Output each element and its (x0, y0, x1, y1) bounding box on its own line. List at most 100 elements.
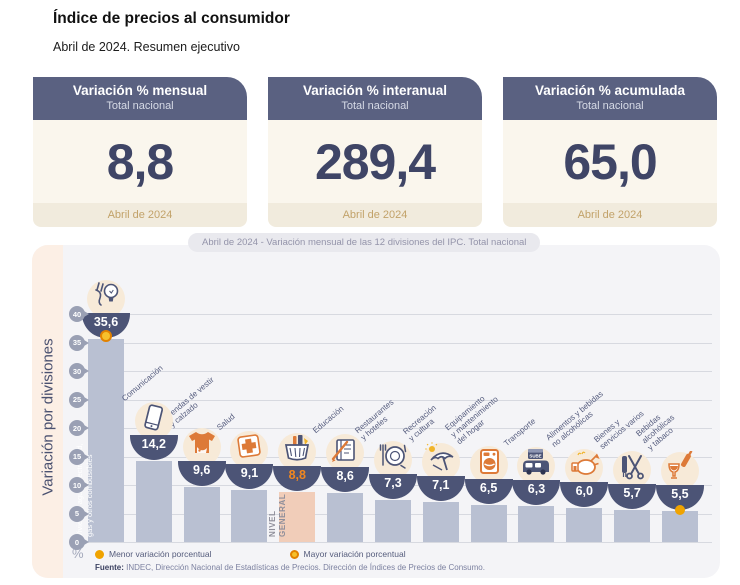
legend-item-mayor: Mayor variación porcentual (289, 549, 406, 559)
bar-badge: 8,8 (273, 432, 322, 491)
kpi-card-body: 65,0 (503, 120, 717, 203)
y-axis-strip: Variación por divisiones (32, 245, 63, 578)
bar-label: Educación (311, 403, 346, 435)
page-title: Índice de precios al consumidor (53, 10, 290, 27)
svg-text:SUBE: SUBE (530, 453, 542, 458)
kpi-card-subtitle: Total nacional (341, 100, 409, 113)
bar-column (518, 506, 555, 542)
bar-value: 6,0 (575, 483, 593, 498)
chart-title: Abril de 2024 - Variación mensual de las… (188, 233, 541, 252)
bar-value: 7,3 (384, 476, 402, 491)
badge-bowl: 7,3 (368, 474, 417, 500)
bar-badge: 7,1 (416, 442, 465, 501)
badge-bowl: 6,5 (464, 478, 513, 504)
bar-label: Comunicación (119, 363, 165, 403)
badge-bowl: 5,7 (608, 483, 657, 509)
source-note: Fuente: INDEC, Dirección Nacional de Est… (95, 563, 485, 572)
bar-value: 6,3 (527, 482, 546, 497)
grid-line (88, 371, 712, 372)
bar-badge: 5,5 (655, 450, 704, 510)
y-axis-tick: 40 (69, 306, 89, 322)
badge-bowl: 9,1 (225, 464, 274, 490)
y-axis-tick: 30 (69, 363, 89, 379)
bar-badge: 5,7 (608, 450, 657, 509)
bar-badge: 8,6 (321, 433, 370, 492)
bar-column (661, 510, 698, 542)
badge-halo (660, 451, 699, 490)
bar-column (470, 504, 507, 542)
kpi-value: 8,8 (106, 133, 175, 190)
kpi-card-header: Variación % acumulada Total nacional (503, 77, 717, 120)
bar-value: 5,7 (623, 485, 641, 500)
mayor-variacion-dot-icon (100, 330, 112, 343)
grid-line (88, 314, 712, 315)
y-axis-tick: 15 (69, 448, 89, 465)
badge-bowl: 7,1 (416, 475, 465, 501)
badge-halo (421, 442, 460, 481)
bar-value: 8,6 (336, 468, 354, 483)
bar-value: 9,1 (240, 466, 259, 481)
legend-label: Mayor variación porcentual (303, 549, 406, 559)
kpi-value: 65,0 (563, 133, 657, 190)
kpi-card-header: Variación % mensual Total nacional (33, 77, 247, 120)
bar-column (231, 490, 268, 542)
solid-dot-icon (95, 549, 104, 559)
kpi-value: 289,4 (314, 133, 436, 190)
y-axis-tick: 25 (69, 391, 89, 408)
kpi-card-title: Variación % acumulada (534, 83, 686, 99)
kpi-card-body: 289,4 (268, 120, 482, 203)
kpi-card-body: 8,8 (33, 120, 247, 203)
kpi-period: Abril de 2024 (503, 203, 717, 227)
bar-badge: 6,0 (560, 448, 609, 507)
badge-bowl: 8,8 (273, 465, 322, 491)
page-subtitle: Abril de 2024. Resumen ejecutivo (53, 40, 240, 54)
badge-bowl: 14,2 (129, 435, 178, 461)
bar-badge: 6,5 (464, 445, 513, 504)
kpi-card-subtitle: Total nacional (106, 100, 174, 113)
grid-line (88, 428, 712, 429)
bar-column (374, 500, 411, 542)
bar-column (566, 507, 603, 542)
kpi-period: Abril de 2024 (33, 203, 247, 227)
bar-value: 8,8 (288, 467, 306, 482)
bar-column (135, 461, 172, 542)
bar-value: 7,1 (432, 477, 450, 492)
chart-panel: Variación por divisiones % 0 5 10 15 20 25 30 3… (32, 245, 720, 578)
menor-variacion-dot-icon (674, 504, 685, 515)
badge-bowl: 6,0 (560, 481, 609, 507)
bar-value: 14,2 (141, 437, 166, 452)
bar-column (327, 492, 364, 542)
bar-value: 5,5 (671, 486, 689, 501)
bar-label: Equipamiento y mantenimiento del hogar (442, 394, 500, 447)
badge-bowl: 6,3 (512, 480, 561, 506)
kpi-card-title: Variación % mensual (72, 83, 208, 99)
bar-badge: 7,3 (368, 440, 417, 500)
kpi-card-interanual: Variación % interanual Total nacional 28… (268, 77, 482, 227)
y-axis-tick: 35 (69, 334, 89, 351)
source-text: INDEC, Dirección Nacional de Estadística… (123, 563, 485, 572)
legend-item-menor: Menor variación porcentual (95, 549, 212, 559)
bar-column (422, 501, 459, 542)
y-axis-tick: 20 (69, 420, 89, 436)
kpi-card-header: Variación % interanual Total nacional (268, 77, 482, 120)
kpi-cards-row: Variación % mensual Total nacional 8,8 A… (33, 77, 719, 227)
kpi-card-title: Variación % interanual (302, 83, 448, 99)
grid-line (88, 399, 712, 401)
badge-bowl: 8,6 (321, 466, 370, 492)
badge-bowl: 9,6 (177, 461, 226, 487)
y-axis-label: Variación por divisiones (39, 338, 57, 496)
bar-column (279, 491, 316, 542)
bar-label: Transporte (502, 416, 538, 448)
bar-column (614, 509, 651, 542)
bar-column (183, 487, 220, 542)
grid-line (88, 342, 712, 344)
ring-dot-icon (289, 549, 299, 559)
y-axis-tick: 5 (69, 505, 89, 522)
legend-label: Menor variación porcentual (109, 549, 212, 559)
kpi-card-mensual: Variación % mensual Total nacional 8,8 A… (33, 77, 247, 227)
bar-badge: 9,6 (177, 427, 226, 487)
badge-halo (613, 450, 652, 489)
chart-legend: Menor variación porcentual Mayor variaci… (95, 549, 406, 559)
kpi-card-acumulada: Variación % acumulada Total nacional 65,… (503, 77, 717, 227)
